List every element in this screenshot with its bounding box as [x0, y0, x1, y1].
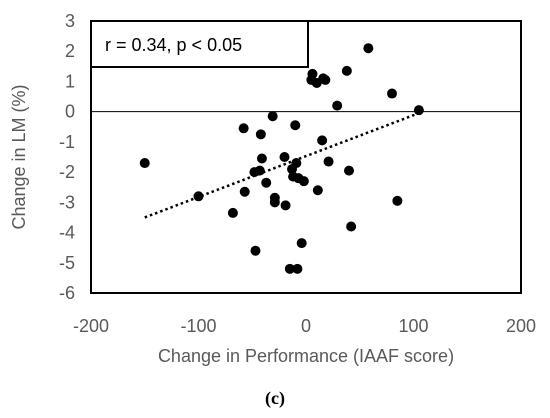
data-point [363, 43, 374, 54]
data-point [193, 191, 204, 202]
data-point [269, 197, 280, 208]
data-point [254, 165, 265, 176]
data-point [261, 177, 272, 188]
y-tick-label: -5 [59, 253, 75, 273]
x-tick-label: -100 [180, 316, 216, 336]
data-point [413, 105, 424, 116]
data-point [139, 158, 150, 169]
data-point [280, 200, 291, 211]
figure-caption: (c) [265, 388, 285, 409]
y-tick-label: -2 [59, 162, 75, 182]
y-axis-ticks: 3 2 1 0 -1 -2 -3 -4 -5 -6 [59, 11, 75, 303]
data-point [312, 185, 323, 196]
data-point [317, 135, 328, 146]
data-point [341, 65, 352, 76]
data-point [332, 100, 343, 111]
data-point [279, 152, 290, 162]
data-point [298, 176, 309, 187]
data-point [387, 88, 397, 99]
y-tick-label: 2 [65, 41, 75, 61]
data-point [344, 165, 354, 176]
y-tick-label: -1 [59, 132, 75, 152]
data-point [284, 263, 295, 274]
data-point [307, 68, 318, 79]
y-tick-label: 3 [65, 11, 75, 31]
data-point [255, 129, 266, 140]
y-tick-label: -3 [59, 192, 75, 212]
data-point [239, 186, 250, 197]
data-point [290, 120, 301, 131]
data-point [238, 123, 249, 134]
x-tick-label: 200 [506, 316, 536, 336]
data-point [227, 207, 238, 218]
data-point [296, 238, 307, 249]
data-point [292, 263, 303, 274]
data-points [139, 43, 424, 274]
x-tick-label: 0 [301, 316, 311, 336]
trendline [144, 112, 420, 219]
data-point [291, 158, 302, 169]
data-point [323, 156, 334, 167]
y-tick-label: 1 [65, 71, 75, 91]
annotation-box [90, 20, 309, 68]
y-tick-label: 0 [65, 102, 75, 122]
data-point [250, 245, 261, 256]
y-axis-title: Change in LM (%) [9, 84, 29, 229]
y-tick-label: -6 [59, 283, 75, 303]
data-point [267, 111, 278, 122]
data-point [346, 221, 357, 232]
data-point [320, 74, 331, 85]
x-axis-ticks: -200 -100 0 100 200 [73, 316, 536, 336]
y-tick-label: -4 [59, 223, 75, 243]
x-tick-label: 100 [398, 316, 428, 336]
data-point [392, 195, 403, 206]
x-tick-label: -200 [73, 316, 109, 336]
x-axis-title: Change in Performance (IAAF score) [158, 346, 454, 366]
data-point [256, 153, 267, 164]
annotation-text: r = 0.34, p < 0.05 [105, 35, 242, 55]
